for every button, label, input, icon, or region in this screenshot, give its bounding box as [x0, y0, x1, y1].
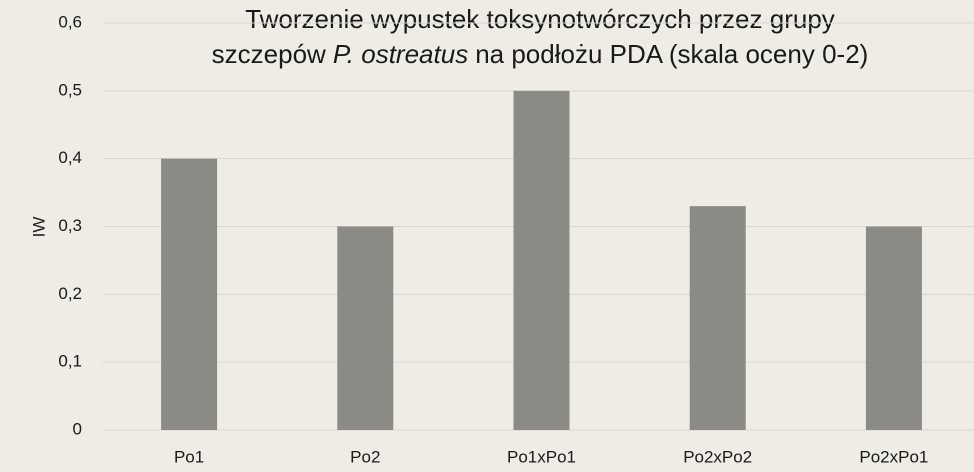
y-tick-label: 0,3	[58, 216, 82, 235]
x-tick-label: Po2	[350, 447, 380, 466]
title-part: P. ostreatus	[333, 39, 468, 69]
title-part: na podłożu PDA (skala oceny 0-2)	[475, 39, 868, 69]
title-part: Tworzenie wypustek toksynotwórczych prze…	[245, 4, 835, 34]
y-tick-label: 0	[73, 419, 82, 438]
bar	[865, 226, 922, 430]
bar	[689, 206, 746, 430]
y-tick-label: 0,6	[58, 12, 82, 31]
x-tick-label: Po2xPo2	[683, 447, 752, 466]
x-tick-label: Po1xPo1	[507, 447, 576, 466]
bar	[337, 226, 394, 430]
y-axis-label: IW	[29, 217, 48, 238]
y-tick-label: 0,2	[58, 284, 82, 303]
y-tick-label: 0,4	[58, 148, 82, 167]
x-tick-label: Po1	[174, 447, 204, 466]
y-tick-label: 0,1	[58, 352, 82, 371]
x-tick-label: Po2xPo1	[859, 447, 928, 466]
bar	[513, 90, 570, 430]
bar	[161, 158, 218, 430]
chart-title-line: szczepów P. ostreatus na podłożu PDA (skal…	[212, 39, 869, 69]
y-tick-label: 0,5	[58, 80, 82, 99]
title-part: szczepów	[212, 39, 326, 69]
chart-title-line: Tworzenie wypustek toksynotwórczych prze…	[245, 4, 835, 34]
